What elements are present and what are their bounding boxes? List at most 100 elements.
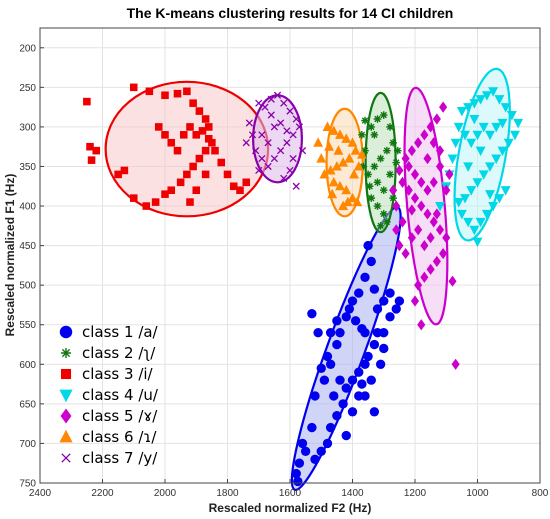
data-point (347, 407, 358, 417)
data-point (297, 438, 308, 449)
data-point (389, 184, 398, 196)
data-point (195, 154, 204, 163)
data-point (429, 216, 438, 228)
data-point (347, 296, 358, 306)
y-tick-label: 500 (19, 281, 36, 292)
data-point (335, 129, 345, 139)
data-point (327, 188, 338, 199)
data-point (395, 240, 404, 252)
data-point (325, 422, 336, 433)
data-point (379, 327, 389, 338)
data-point (472, 178, 483, 188)
data-point (316, 153, 327, 163)
data-point (395, 164, 404, 177)
data-point (270, 123, 278, 131)
data-point (385, 312, 395, 322)
data-point (407, 145, 416, 157)
data-point (453, 198, 464, 208)
x-axis-label: Rescaled normalized F2 (Hz) (209, 501, 372, 515)
data-point (186, 198, 194, 206)
y-tick-label: 550 (19, 320, 36, 331)
data-point (322, 438, 333, 449)
data-point (379, 210, 388, 218)
data-point (142, 202, 151, 210)
legend: class 1 /a/class 2 /ʅ/class 3 /i/class 4… (59, 323, 159, 467)
legend-marker (59, 389, 73, 403)
data-point (198, 127, 207, 135)
data-point (322, 351, 333, 362)
data-point (367, 194, 376, 202)
x-tick-label: 1600 (279, 488, 302, 499)
data-point (173, 89, 182, 98)
y-tick-label: 450 (19, 241, 36, 252)
legend-marker (59, 325, 73, 339)
data-point (252, 147, 260, 155)
data-point (439, 247, 448, 260)
data-point (497, 118, 508, 129)
data-point (255, 166, 263, 175)
data-point (129, 83, 138, 92)
data-point (432, 113, 441, 125)
data-point (294, 458, 305, 468)
data-point (189, 162, 197, 171)
data-point (456, 107, 467, 117)
data-point (373, 178, 382, 187)
data-point (283, 139, 291, 147)
data-point (379, 186, 388, 194)
data-point (341, 383, 351, 393)
legend-label: class 3 /i/ (82, 365, 154, 383)
data-point (510, 130, 520, 141)
data-point (324, 141, 335, 151)
data-point (460, 130, 470, 141)
legend-marker (60, 408, 72, 424)
data-point (435, 160, 445, 173)
data-point (325, 327, 336, 338)
y-tick-label: 700 (19, 439, 36, 450)
data-point (466, 138, 477, 149)
data-point (389, 138, 397, 147)
data-point (447, 154, 458, 164)
data-point (173, 146, 182, 155)
data-point (491, 154, 502, 164)
data-point (344, 153, 355, 163)
data-point (435, 224, 445, 236)
data-point (372, 304, 383, 314)
data-point (192, 131, 201, 139)
data-point (375, 359, 386, 369)
data-point (267, 111, 275, 119)
data-point (463, 162, 474, 172)
data-point (335, 375, 345, 385)
data-point (392, 158, 401, 167)
data-point (485, 162, 495, 172)
data-point (513, 118, 524, 129)
data-point (325, 165, 336, 175)
legend-marker (59, 429, 73, 443)
data-point (369, 284, 380, 294)
data-point (369, 407, 380, 417)
data-point (114, 170, 122, 179)
data-point (201, 170, 210, 179)
data-point (481, 209, 492, 220)
data-point (270, 154, 278, 163)
data-point (189, 99, 197, 107)
y-axis-label: Rescaled normalized F1 (Hz) (3, 174, 17, 337)
data-point (258, 131, 266, 139)
data-point (404, 160, 413, 173)
data-point (307, 422, 317, 433)
data-point (475, 217, 486, 228)
data-point (129, 194, 138, 202)
x-tick-label: 2400 (29, 488, 52, 499)
data-point (328, 176, 339, 187)
data-point (283, 127, 291, 135)
data-point (280, 99, 288, 107)
data-point (357, 379, 367, 389)
data-point (342, 196, 353, 207)
x-tick-label: 2000 (154, 488, 177, 499)
cluster-ellipse (453, 67, 511, 242)
data-point (289, 131, 297, 139)
data-point (223, 170, 232, 179)
data-point (488, 87, 499, 97)
data-point (404, 184, 413, 196)
data-point (338, 200, 349, 211)
